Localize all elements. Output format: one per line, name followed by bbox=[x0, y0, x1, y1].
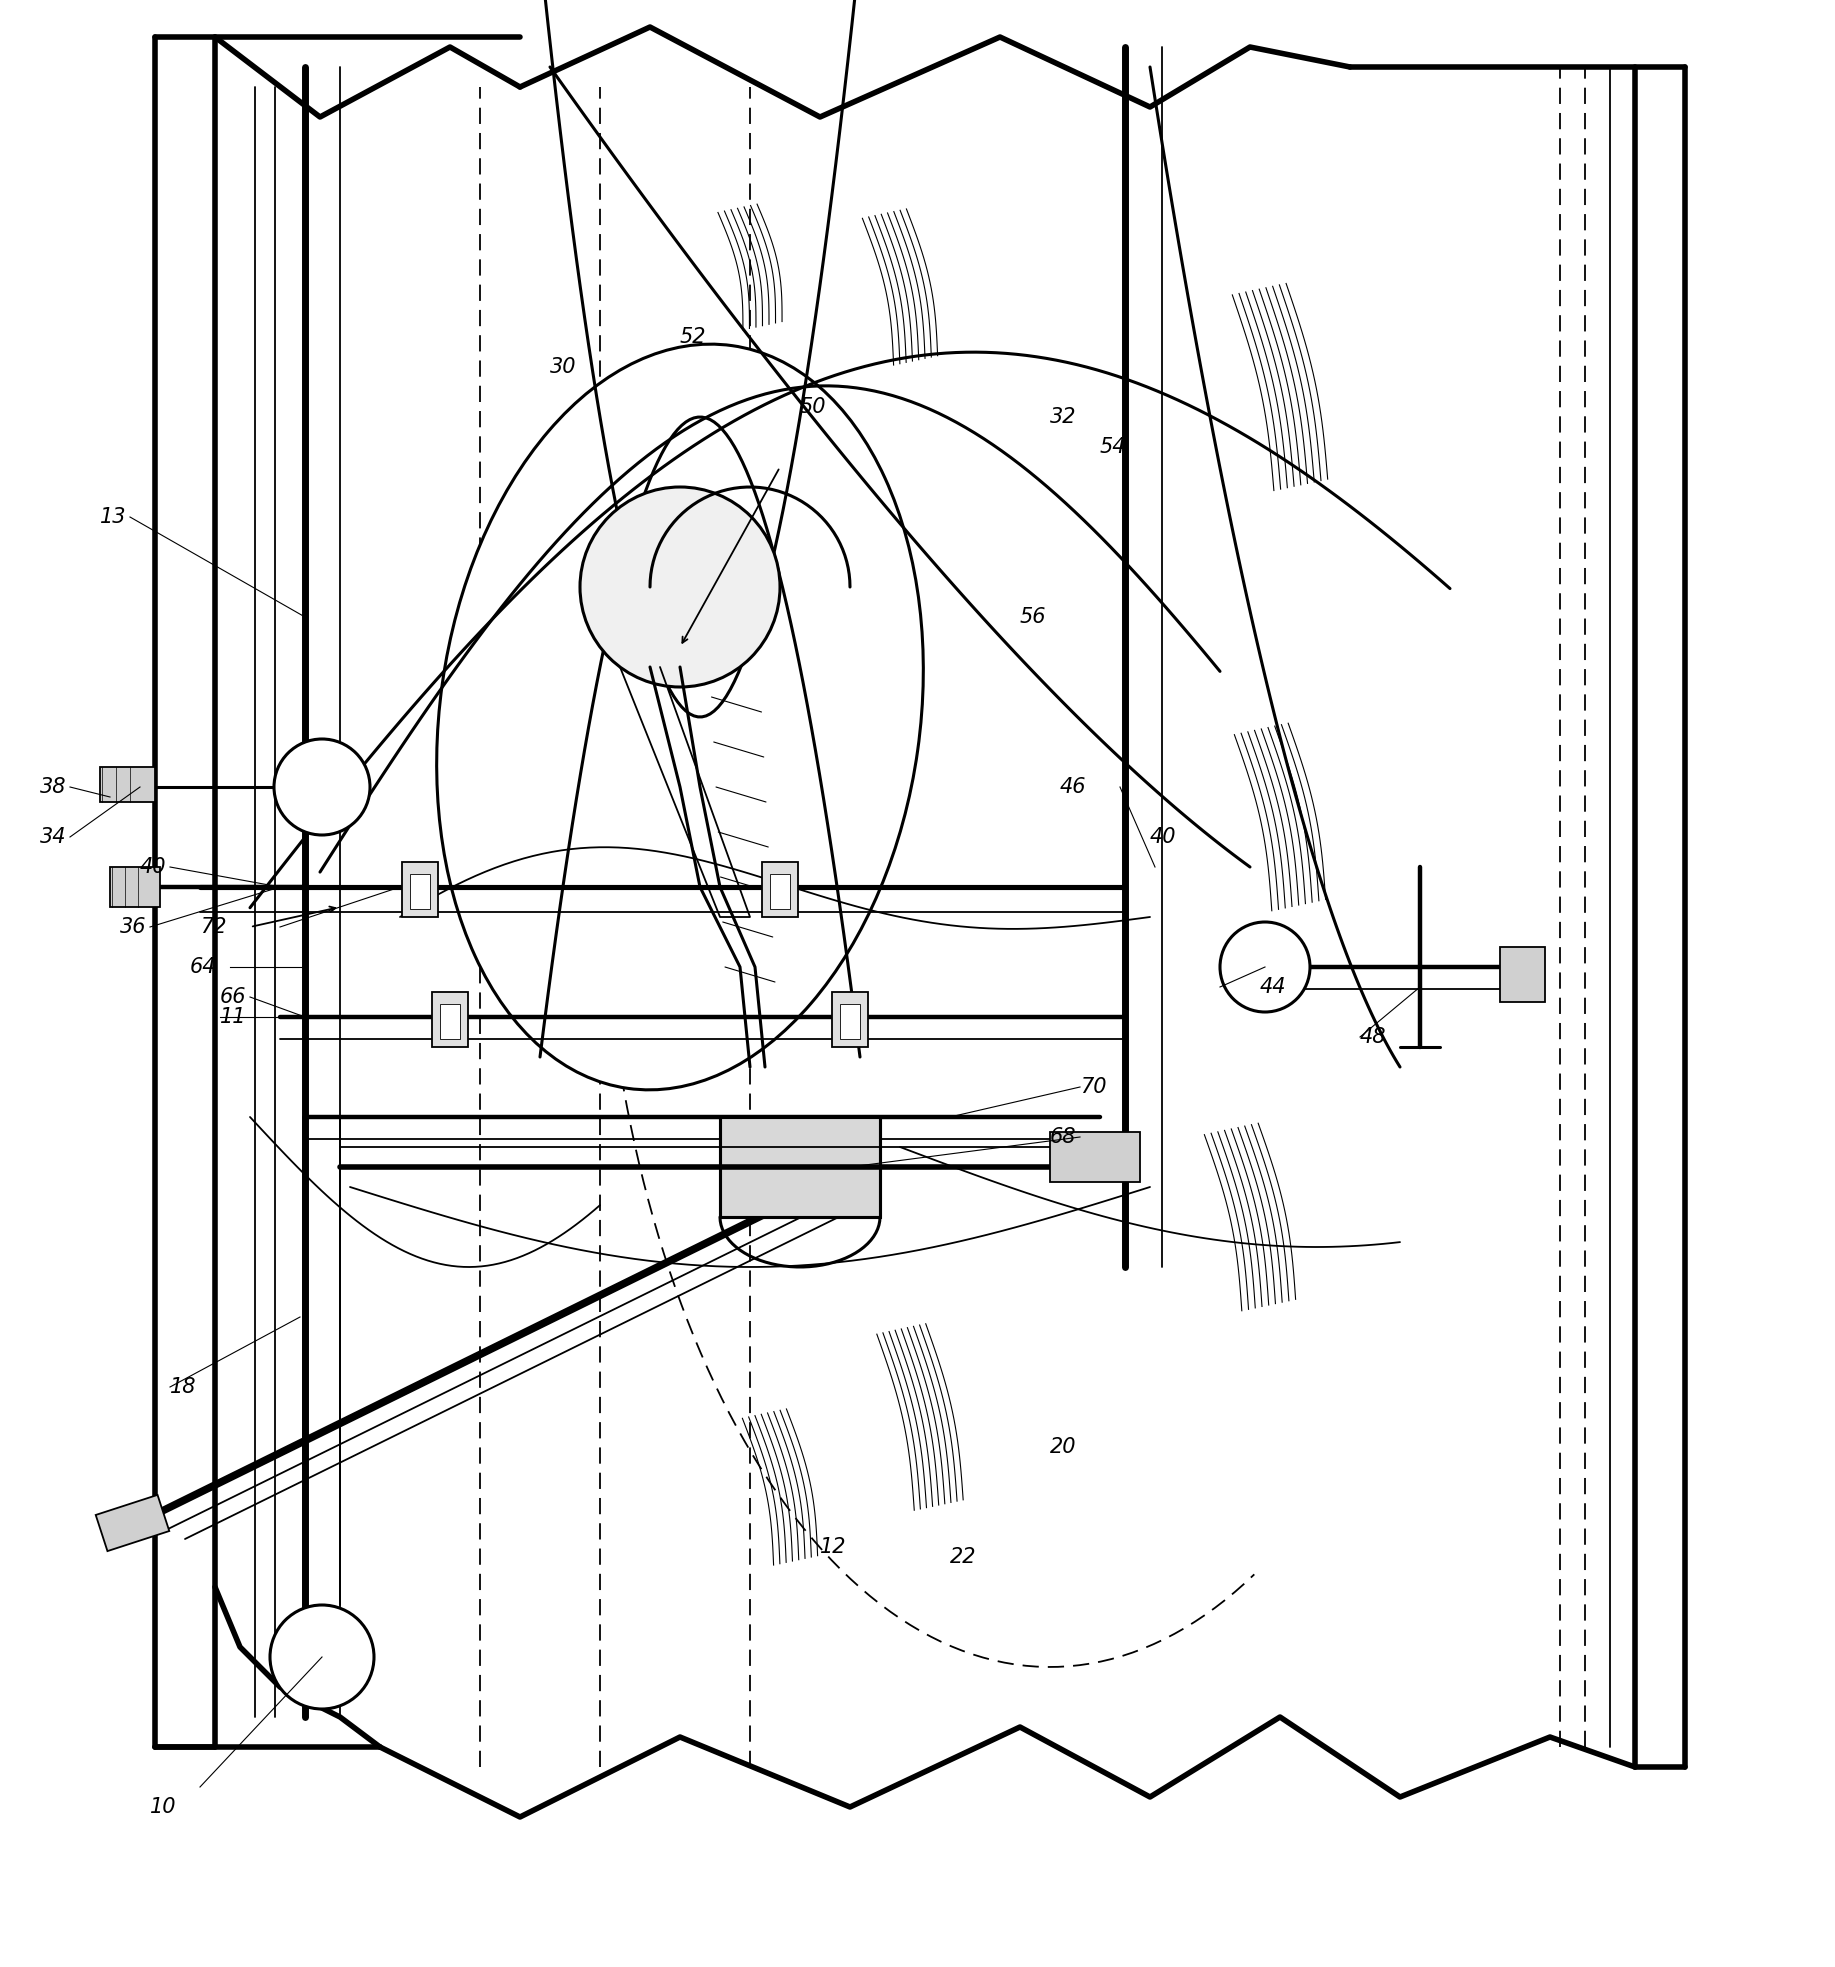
Text: 50: 50 bbox=[800, 397, 826, 417]
Text: 36: 36 bbox=[119, 917, 147, 936]
Text: 44: 44 bbox=[1261, 978, 1286, 997]
Circle shape bbox=[270, 1605, 374, 1709]
Bar bbox=[95, 1495, 169, 1552]
Bar bbox=[110, 867, 160, 907]
Text: 64: 64 bbox=[191, 958, 217, 978]
Text: 40: 40 bbox=[139, 858, 167, 877]
Text: 38: 38 bbox=[40, 777, 66, 797]
Bar bbox=[1050, 1131, 1140, 1182]
Bar bbox=[431, 991, 468, 1046]
Bar bbox=[831, 991, 868, 1046]
Text: 56: 56 bbox=[1020, 608, 1046, 627]
Text: 12: 12 bbox=[820, 1536, 846, 1558]
Bar bbox=[771, 873, 791, 909]
Text: 48: 48 bbox=[1360, 1027, 1387, 1046]
Text: 34: 34 bbox=[40, 826, 66, 848]
Text: 68: 68 bbox=[1050, 1127, 1077, 1147]
Text: 52: 52 bbox=[681, 327, 706, 346]
Bar bbox=[762, 862, 798, 917]
Text: 13: 13 bbox=[99, 507, 127, 527]
Bar bbox=[440, 1003, 461, 1039]
Text: 22: 22 bbox=[951, 1546, 976, 1568]
Text: 20: 20 bbox=[1050, 1438, 1077, 1458]
Text: 70: 70 bbox=[1081, 1078, 1107, 1098]
Text: 10: 10 bbox=[150, 1798, 176, 1818]
Bar bbox=[402, 862, 439, 917]
Text: 30: 30 bbox=[550, 356, 576, 378]
Text: 72: 72 bbox=[200, 917, 226, 936]
Bar bbox=[409, 873, 429, 909]
Text: 54: 54 bbox=[1099, 437, 1127, 456]
Circle shape bbox=[580, 488, 780, 686]
Text: 32: 32 bbox=[1050, 407, 1077, 427]
Circle shape bbox=[1220, 923, 1310, 1011]
Bar bbox=[840, 1003, 861, 1039]
Bar bbox=[1499, 946, 1545, 1001]
Polygon shape bbox=[719, 1117, 881, 1218]
Bar bbox=[99, 767, 154, 803]
Circle shape bbox=[273, 740, 371, 836]
Text: 11: 11 bbox=[220, 1007, 246, 1027]
Text: 18: 18 bbox=[171, 1377, 196, 1397]
Text: 66: 66 bbox=[220, 987, 246, 1007]
Text: 40: 40 bbox=[1151, 826, 1176, 848]
Ellipse shape bbox=[437, 344, 923, 1090]
Text: 46: 46 bbox=[1061, 777, 1086, 797]
